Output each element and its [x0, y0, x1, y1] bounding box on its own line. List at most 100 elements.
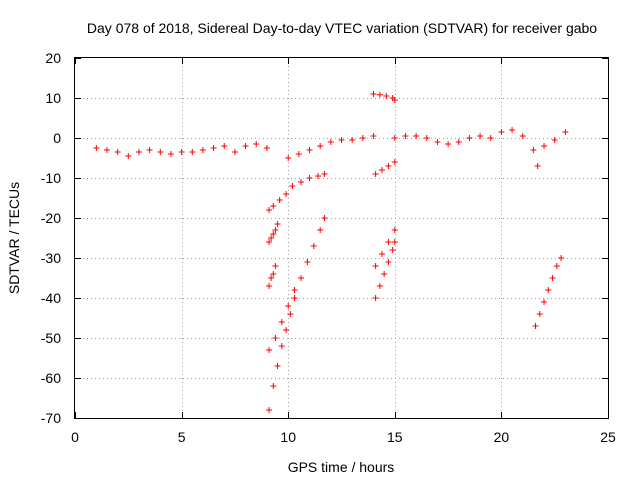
x-tick-label: 10	[280, 429, 296, 445]
y-tick-label: 0	[53, 130, 61, 146]
data-point	[338, 137, 345, 143]
data-point	[285, 303, 292, 309]
data-point	[283, 327, 290, 333]
data-point	[272, 227, 279, 233]
data-point	[270, 383, 277, 389]
data-point	[278, 319, 285, 325]
x-tick-label: 25	[600, 429, 616, 445]
data-point	[125, 153, 132, 159]
data-point	[297, 179, 304, 185]
data-point	[359, 135, 366, 141]
data-point	[372, 171, 379, 177]
x-axis-label: GPS time / hours	[288, 459, 395, 475]
data-point	[263, 145, 270, 151]
data-point	[103, 147, 110, 153]
data-point	[297, 275, 304, 281]
data-point	[276, 197, 283, 203]
series-cluster-a	[93, 141, 270, 159]
axis-ticks	[75, 58, 609, 419]
data-point	[274, 221, 281, 227]
data-point	[199, 147, 206, 153]
data-point	[562, 129, 569, 135]
data-point	[541, 299, 548, 305]
series-isolated	[534, 163, 541, 169]
data-point	[189, 149, 196, 155]
data-point	[306, 175, 313, 181]
series-arc-f	[266, 221, 281, 245]
series-arc-h	[266, 215, 328, 353]
data-point	[266, 207, 273, 213]
data-point	[385, 259, 392, 265]
data-point	[466, 135, 473, 141]
y-tick-label: -20	[41, 210, 61, 226]
data-point	[272, 263, 279, 269]
data-point	[289, 183, 296, 189]
data-point	[385, 163, 392, 169]
data-point	[423, 135, 430, 141]
data-point	[383, 93, 390, 99]
data-point	[178, 149, 185, 155]
series-arc-j	[370, 91, 398, 103]
data-point	[391, 135, 398, 141]
data-point	[321, 171, 328, 177]
data-point	[266, 407, 273, 413]
data-point	[376, 283, 383, 289]
x-tick-label: 5	[178, 429, 186, 445]
data-point	[558, 255, 565, 261]
data-point	[553, 263, 560, 269]
data-point	[385, 239, 392, 245]
y-tick-label: -40	[41, 290, 61, 306]
series-arc-l	[372, 227, 398, 269]
data-point	[310, 243, 317, 249]
data-point	[519, 133, 526, 139]
data-point	[445, 141, 452, 147]
y-axis-label: SDTVAR / TECUs	[6, 182, 22, 294]
data-point	[372, 263, 379, 269]
data-point	[242, 143, 249, 149]
data-point	[210, 145, 217, 151]
data-point	[434, 139, 441, 145]
x-tick-label: 0	[71, 429, 79, 445]
data-point	[536, 311, 543, 317]
data-point	[413, 133, 420, 139]
data-point	[317, 227, 324, 233]
data-point	[376, 91, 383, 98]
data-point	[391, 239, 398, 245]
data-point	[487, 135, 494, 141]
data-point	[270, 271, 277, 277]
plot-frame	[74, 57, 609, 419]
data-point	[545, 287, 552, 293]
data-point	[370, 91, 377, 97]
data-point	[327, 139, 334, 145]
data-point	[274, 363, 281, 369]
data-point	[381, 271, 388, 277]
data-point	[266, 347, 273, 353]
data-point	[379, 167, 386, 173]
y-tick-label: -50	[41, 330, 61, 346]
data-point	[287, 311, 294, 317]
y-tick-label: 20	[45, 50, 61, 66]
series-arc-g	[266, 263, 279, 289]
series-arc-i	[266, 295, 298, 413]
data-point	[379, 251, 386, 257]
data-point	[549, 275, 556, 281]
data-point	[295, 151, 302, 157]
x-tick-label: 20	[494, 429, 510, 445]
data-point	[391, 159, 398, 165]
data-point	[304, 259, 311, 265]
data-point	[306, 147, 313, 153]
series-arc-n	[532, 255, 565, 329]
data-point	[391, 97, 398, 103]
data-point	[370, 133, 377, 139]
data-point	[157, 149, 164, 155]
data-point	[498, 129, 505, 135]
data-point	[534, 163, 541, 169]
y-tick-labels: -70 -60 -50 -40 -30 -20 -10 0 10 20	[41, 50, 61, 426]
series-cluster-b	[285, 133, 377, 161]
data-points	[93, 91, 569, 413]
data-point	[509, 127, 516, 133]
x-tick-label: 15	[387, 429, 403, 445]
data-point	[135, 149, 142, 155]
data-point	[551, 137, 558, 143]
